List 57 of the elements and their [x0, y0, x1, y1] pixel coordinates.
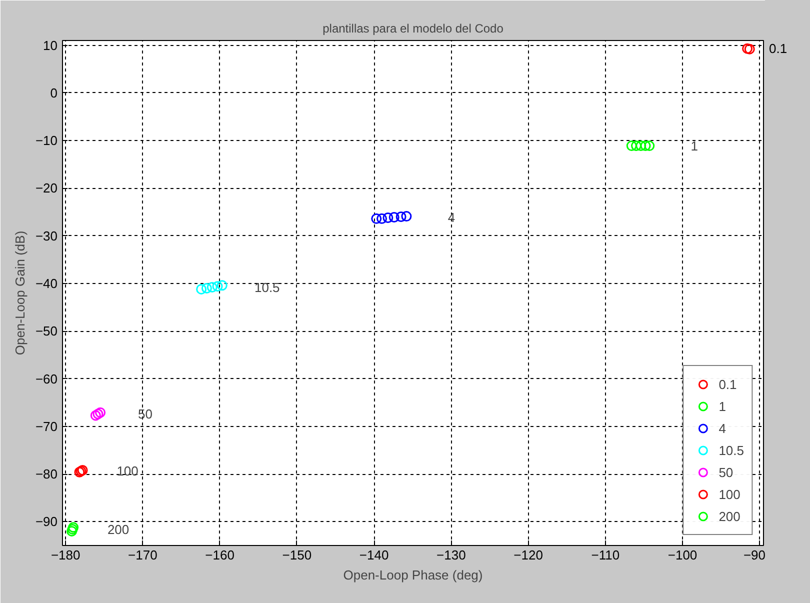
annotation: 50 — [138, 406, 153, 422]
x-tick-label: −90 — [743, 548, 766, 562]
y-tick-label: −70 — [35, 418, 58, 434]
y-tick-label: −60 — [35, 371, 58, 386]
chart-title: plantillas para el modelo del Codo — [322, 22, 504, 36]
legend-label: 50 — [718, 464, 734, 480]
y-tick-label: −80 — [35, 466, 58, 482]
point — [388, 212, 400, 222]
legend-label: 100 — [718, 486, 740, 502]
x-tick-label: −150 — [282, 548, 312, 562]
y-tick-label: −30 — [35, 228, 58, 244]
point — [636, 140, 646, 152]
y-tick-label: −50 — [35, 324, 58, 339]
x-tick-label: −160 — [205, 548, 234, 562]
x-tick-label: −180 — [50, 548, 80, 562]
legend-label: 1 — [718, 398, 727, 414]
point — [95, 407, 106, 418]
annotation: 100 — [116, 464, 138, 479]
point — [206, 282, 218, 293]
point — [212, 281, 223, 292]
x-tick-label: −130 — [436, 548, 466, 562]
legend-label: 0.1 — [718, 376, 738, 392]
point — [631, 140, 642, 152]
annotation: 200 — [107, 522, 130, 537]
y-tick-label: −20 — [35, 180, 58, 196]
point — [626, 140, 637, 152]
y-tick-label: −40 — [35, 276, 58, 291]
x-axis-title: Open-Loop Phase (deg) — [343, 568, 483, 582]
x-tick-label: −170 — [128, 548, 158, 562]
x-tick-label: −100 — [668, 548, 698, 562]
annotation: 1 — [690, 138, 698, 154]
legend-label: 10.5 — [718, 442, 744, 458]
x-tick-label: −120 — [514, 548, 543, 562]
annotation: 10.5 — [254, 280, 280, 295]
point — [371, 213, 382, 224]
y-axis-title: Open-Loop Gain (dB) — [12, 230, 28, 356]
point — [92, 408, 104, 420]
legend-label: 200 — [718, 508, 740, 524]
point — [644, 140, 655, 152]
point — [640, 140, 651, 152]
y-tick-label: 10 — [43, 38, 58, 53]
legend-label: 4 — [718, 420, 727, 436]
point — [216, 280, 228, 291]
point — [382, 212, 394, 223]
point — [196, 284, 207, 294]
x-tick-label: −140 — [359, 548, 389, 562]
y-tick-label: −10 — [35, 133, 58, 148]
y-tick-label: 0 — [50, 85, 58, 100]
point — [201, 282, 212, 294]
point — [90, 410, 101, 421]
point — [396, 212, 406, 222]
text: 0.1 — [769, 40, 788, 58]
y-tick-label: −90 — [35, 514, 58, 530]
x-tick-label: −110 — [591, 548, 620, 562]
point — [401, 211, 412, 222]
point — [376, 213, 388, 224]
annotation: 4 — [448, 210, 456, 226]
